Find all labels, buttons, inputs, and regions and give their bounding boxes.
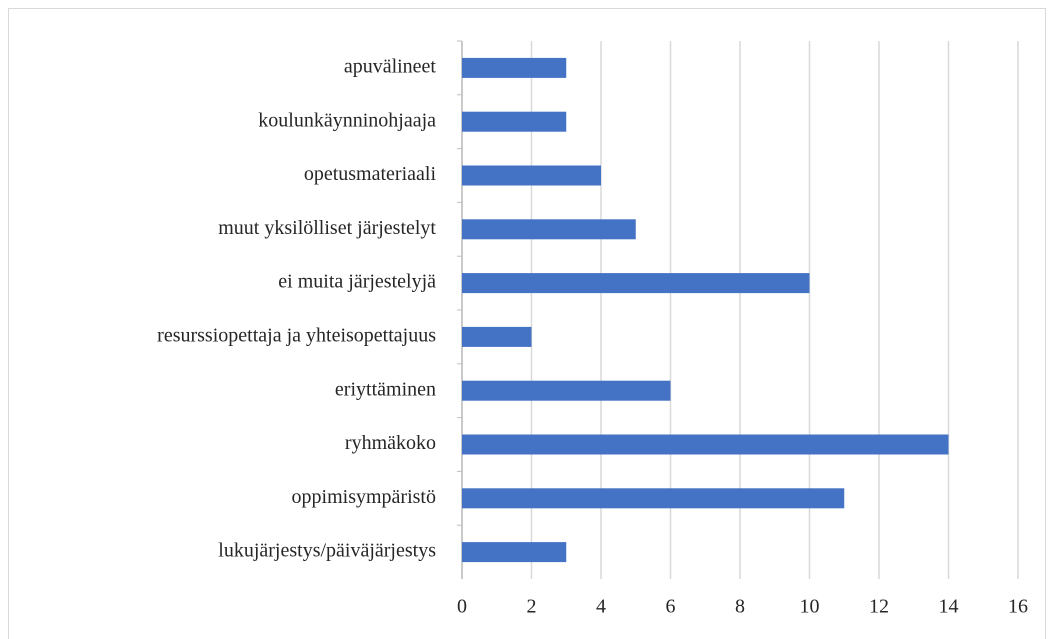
- y-tick-label: opetusmateriaali: [304, 163, 437, 185]
- y-tick-label: ei muita järjestelyjä: [278, 271, 436, 293]
- bar: [462, 219, 636, 240]
- y-tick-label: koulunkäynninohjaaja: [258, 109, 436, 131]
- x-tick-label: 14: [939, 596, 959, 618]
- y-tick-label: resurssiopettaja ja yhteisopettajuus: [157, 324, 436, 346]
- bar: [462, 434, 949, 455]
- bar: [462, 542, 567, 563]
- bar: [462, 165, 601, 186]
- bar: [462, 57, 567, 78]
- x-tick-label: 4: [596, 596, 606, 618]
- y-tick-label: apuvälineet: [344, 55, 437, 77]
- bar: [462, 111, 567, 132]
- x-tick-label: 6: [666, 596, 676, 618]
- bar: [462, 273, 810, 294]
- y-tick-label: lukujärjestys/päiväjärjestys: [218, 540, 436, 562]
- y-tick-label: ryhmäkoko: [345, 432, 436, 454]
- bar: [462, 488, 845, 509]
- x-tick-label: 12: [869, 596, 889, 618]
- x-tick-label: 2: [527, 596, 537, 618]
- bar: [462, 326, 532, 347]
- x-tick-label: 0: [457, 596, 467, 618]
- y-tick-label: muut yksilölliset järjestelyt: [218, 217, 436, 239]
- y-tick-label: eriyttäminen: [335, 378, 436, 400]
- x-tick-label: 16: [1008, 596, 1028, 618]
- y-tick-label: oppimisympäristö: [292, 486, 436, 508]
- x-tick-label: 8: [735, 596, 745, 618]
- x-tick-label: 10: [800, 596, 820, 618]
- bar: [462, 380, 671, 401]
